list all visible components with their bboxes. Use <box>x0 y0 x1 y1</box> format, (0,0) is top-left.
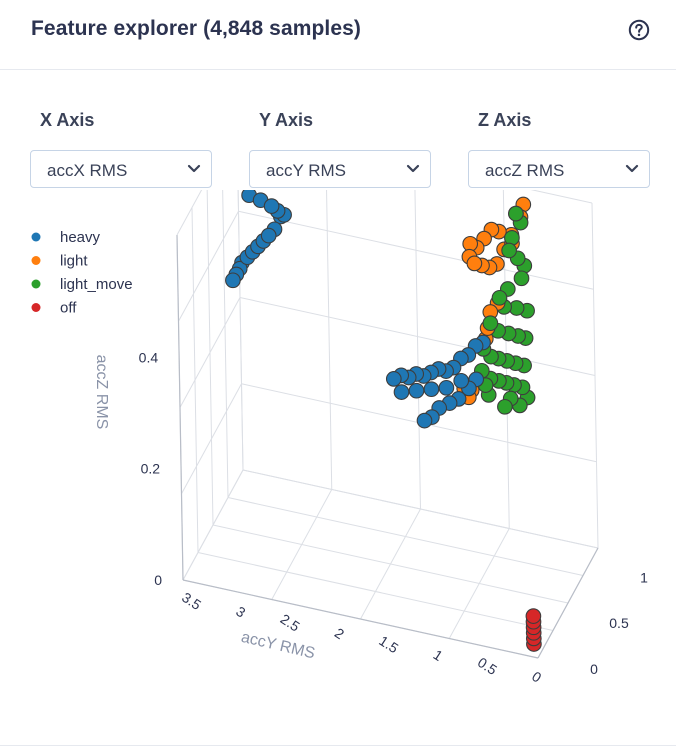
point-light-move <box>501 242 517 259</box>
x-tick-label: 1 <box>640 569 648 585</box>
legend-label-heavy: heavy <box>60 229 101 246</box>
point-heavy <box>225 272 241 289</box>
z-axis-title: accZ RMS <box>93 355 110 430</box>
z-axis-label: Z Axis <box>478 110 532 130</box>
z-tick-label: 0.2 <box>141 461 161 477</box>
y-tick-label: 2 <box>332 625 347 643</box>
y-tick-label: 1 <box>430 646 445 664</box>
wall-grid-line <box>414 190 421 510</box>
y-axis-title: accY RMS <box>239 629 316 662</box>
legend-marker-heavy <box>31 232 41 242</box>
z-tick-label: 0 <box>154 572 162 588</box>
z-axis-select-value: accZ RMS <box>485 161 565 180</box>
x-axis-label: X Axis <box>40 110 95 130</box>
y-tick-label: 3 <box>233 603 248 621</box>
point-heavy <box>263 198 280 214</box>
data-points <box>225 190 542 652</box>
point-heavy <box>408 382 425 399</box>
floor-grid-line <box>271 489 333 600</box>
point-light-move <box>508 205 524 222</box>
x-tick-label: 0.5 <box>609 615 629 631</box>
z-axis-select[interactable]: accZ RMS <box>468 150 650 188</box>
x-tick-label: 0 <box>590 661 598 677</box>
z-tick-label: 0.4 <box>139 349 159 365</box>
panel-header: Feature explorer (4,848 samples) <box>0 0 676 70</box>
chevron-down-icon <box>406 164 420 173</box>
x-axis-select-value: accX RMS <box>47 161 128 180</box>
y-axis-label: Y Axis <box>259 110 314 130</box>
y-axis-line <box>182 579 539 659</box>
legend-marker-light-move <box>31 279 41 289</box>
wall-grid-line <box>178 211 239 322</box>
point-heavy <box>416 412 433 429</box>
3d-scatter-plot[interactable]: 0 0.5 1 1.5 2 2.5 3 3.5 0 0.5 1 0 0.2 0.4 heavy light l… <box>0 190 676 740</box>
point-light-move <box>491 289 508 306</box>
y-tick-label: 0 <box>529 668 544 686</box>
legend-label-light-move: light_move <box>60 276 133 293</box>
wall-grid-line <box>239 297 596 376</box>
wall-grid-line <box>176 190 203 236</box>
wall-grid-line <box>238 210 594 290</box>
axis-ticks: 0 0.5 1 1.5 2 2.5 3 3.5 0 0.5 1 0 0.2 0.4 <box>139 349 648 685</box>
point-heavy <box>423 381 440 398</box>
legend-label-light: light <box>60 253 88 270</box>
point-heavy <box>393 384 410 400</box>
point-light-move <box>482 315 499 332</box>
y-axis-select-value: accY RMS <box>266 161 346 180</box>
y-tick-label: 3.5 <box>179 589 204 613</box>
point-off <box>525 608 542 624</box>
floor-grid-line <box>360 508 421 620</box>
chevron-down-icon <box>187 164 201 173</box>
point-heavy <box>385 371 402 387</box>
y-axis-select[interactable]: accY RMS <box>249 150 431 188</box>
wall-grid-line <box>206 190 214 526</box>
wall-grid-line <box>179 297 241 408</box>
wall-grid-line <box>237 190 244 471</box>
point-light-move <box>513 270 530 287</box>
question-circle-icon[interactable] <box>628 19 650 41</box>
chevron-down-icon <box>625 164 639 173</box>
point-light-move <box>497 398 513 415</box>
wall-grid-line <box>326 190 333 490</box>
floor-grid-line <box>227 497 584 576</box>
y-tick-label: 0.5 <box>475 654 500 678</box>
legend-marker-off <box>31 303 41 312</box>
y-tick-label: 1.5 <box>376 632 401 656</box>
point-light <box>466 255 483 272</box>
point-heavy <box>438 379 455 396</box>
point-heavy <box>260 227 277 244</box>
x-axis-select[interactable]: accX RMS <box>30 150 212 188</box>
legend-label-off: off <box>60 300 77 317</box>
z-axis-line <box>176 234 184 581</box>
y-tick-label: 2.5 <box>278 611 303 635</box>
page-title: Feature explorer (4,848 samples) <box>31 17 362 40</box>
point-heavy <box>453 372 470 389</box>
divider <box>0 745 676 746</box>
wall-grid-line <box>222 190 229 498</box>
legend-marker-light <box>31 256 41 265</box>
x-axis-line <box>537 547 599 659</box>
